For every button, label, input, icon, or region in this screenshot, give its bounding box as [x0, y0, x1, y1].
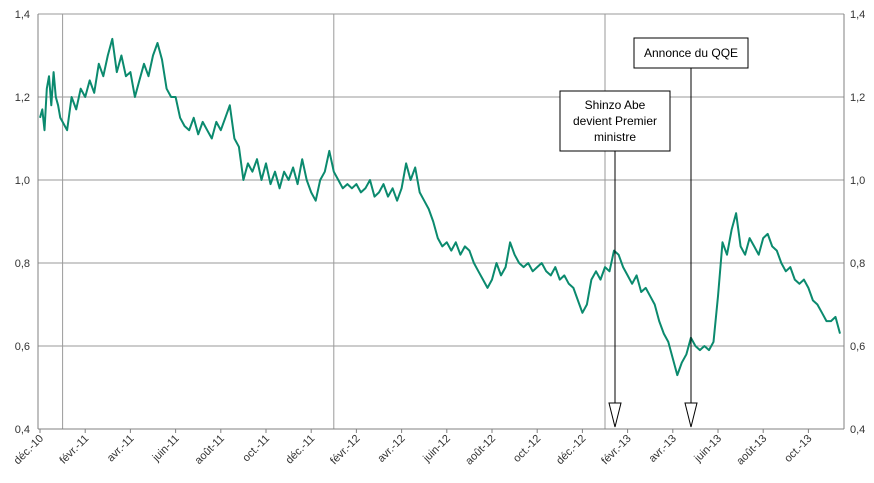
x-tick-label: avr.-13 [647, 433, 679, 465]
y-tick-label-right: 0,8 [850, 258, 865, 270]
y-tick-label-left: 0,8 [15, 258, 30, 270]
series-layer [39, 37, 841, 377]
x-tick-label: févr.-13 [599, 433, 633, 467]
y-tick-label-left: 1,4 [15, 9, 30, 21]
annotation-arrow-head [684, 402, 698, 428]
x-tick-label: déc.-10 [12, 433, 46, 467]
annotation: Shinzo Abe devient Premier ministre [559, 90, 671, 428]
y-tick-label-left: 0,4 [15, 424, 30, 436]
x-axis: déc.-10 févr.-11 avr.-11 juin-11 août-11 oct.… [12, 429, 815, 468]
y-tick-label-right: 1,2 [850, 92, 865, 104]
annotation-text: Annonce du QQE [644, 46, 738, 60]
x-tick-label: déc.-11 [283, 433, 317, 467]
series-line [39, 37, 841, 377]
x-tick-label: oct.-13 [782, 433, 814, 465]
x-tick-label: avr.-12 [375, 433, 407, 465]
annotation-text: ministre [594, 130, 636, 144]
annotations-layer: Shinzo Abe devient Premier ministre Annonce… [559, 37, 749, 428]
y-tick-label-right: 1,0 [850, 175, 865, 187]
y-tick-label-left: 1,2 [15, 92, 30, 104]
x-tick-label: déc.-12 [554, 433, 588, 467]
x-tick-label: juin-11 [150, 433, 182, 465]
y-axis-right: 0,4 0,6 0,8 1,0 1,2 1,4 [850, 9, 865, 436]
x-tick-label: août-11 [193, 433, 227, 467]
y-tick-label-left: 0,6 [15, 341, 30, 353]
annotation-box [559, 90, 671, 152]
y-tick-label-left: 1,0 [15, 175, 30, 187]
y-tick-label-right: 0,6 [850, 341, 865, 353]
x-tick-label: juin-12 [420, 433, 453, 466]
x-tick-label: avr.-11 [105, 433, 137, 465]
x-tick-label: août-12 [463, 433, 498, 468]
x-tick-label: oct.-11 [240, 433, 272, 465]
annotation-arrow-head [608, 402, 622, 428]
x-tick-label: févr.-12 [328, 433, 362, 467]
x-tick-label: juin-13 [692, 433, 725, 466]
y-tick-label-right: 1,4 [850, 9, 865, 21]
x-tick-label: août-13 [734, 433, 769, 468]
annotation-text: devient Premier [573, 114, 657, 128]
annotation-box [633, 37, 749, 69]
x-tick-label: oct.-12 [511, 433, 543, 465]
y-tick-label-right: 0,4 [850, 424, 865, 436]
x-tick-label: févr.-11 [57, 433, 91, 467]
grid-layer [37, 13, 845, 430]
annotation-text: Shinzo Abe [585, 98, 646, 112]
y-axis-left: 0,4 0,6 0,8 1,0 1,2 1,4 [15, 9, 30, 436]
annotation: Annonce du QQE [633, 37, 749, 428]
